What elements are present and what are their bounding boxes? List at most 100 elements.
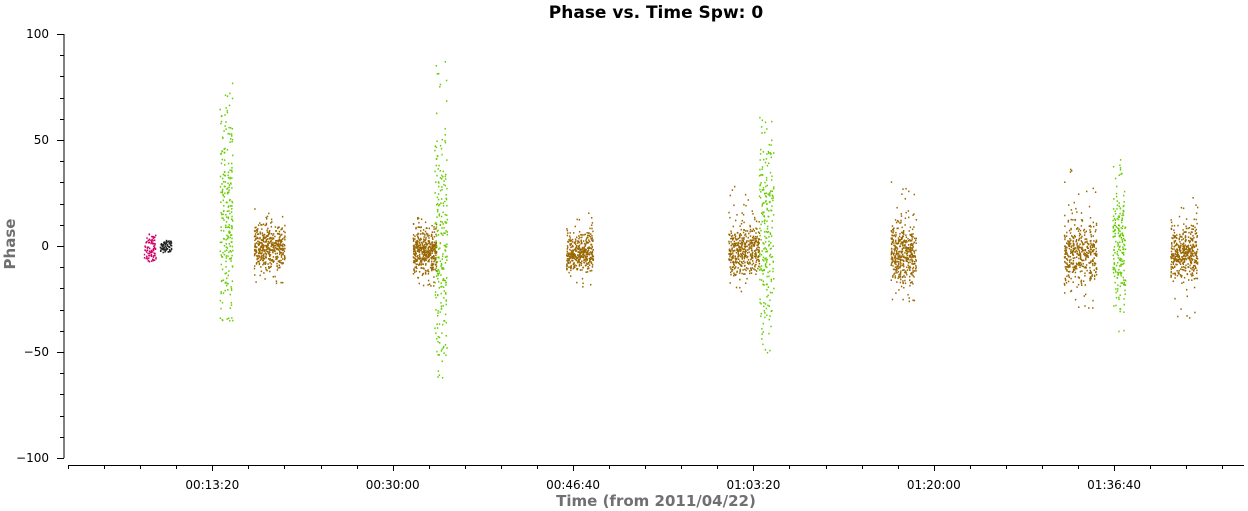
data-point — [170, 242, 173, 244]
data-point — [148, 239, 150, 242]
data-point — [759, 227, 761, 230]
data-point — [418, 282, 420, 285]
data-point — [574, 238, 577, 241]
data-point — [1073, 244, 1075, 247]
data-point — [1069, 261, 1071, 263]
data-point — [256, 228, 258, 231]
data-point — [743, 203, 745, 206]
data-point — [738, 254, 740, 257]
data-point — [220, 226, 222, 228]
data-point — [149, 250, 151, 253]
data-point — [284, 256, 286, 259]
data-point — [757, 249, 759, 251]
data-point — [911, 262, 913, 265]
data-point — [271, 249, 273, 251]
data-point — [765, 185, 767, 188]
data-point — [221, 213, 223, 216]
data-point — [272, 246, 274, 248]
data-point — [445, 293, 447, 295]
data-point — [442, 323, 444, 326]
data-point — [417, 226, 419, 228]
data-point — [578, 261, 580, 264]
data-point — [431, 224, 433, 227]
data-point — [417, 247, 419, 250]
data-point — [1117, 271, 1119, 274]
data-point — [581, 246, 584, 249]
data-point — [220, 120, 223, 123]
data-point — [417, 246, 419, 248]
data-point — [900, 219, 902, 222]
data-point — [586, 232, 588, 234]
x-tick-label: 01:36:40 — [1087, 478, 1141, 492]
data-point — [1191, 246, 1193, 248]
data-point — [574, 257, 576, 260]
data-point — [1188, 266, 1190, 269]
data-point — [1067, 255, 1070, 258]
data-point — [259, 236, 261, 239]
data-point — [735, 251, 738, 254]
data-point — [1078, 249, 1080, 252]
data-point — [1073, 201, 1075, 204]
data-point — [743, 229, 745, 231]
data-point — [734, 266, 737, 269]
data-point — [434, 252, 436, 254]
data-point — [728, 259, 731, 261]
data-point — [760, 279, 763, 281]
data-point — [757, 240, 760, 243]
data-point — [755, 232, 757, 234]
data-point — [903, 274, 905, 277]
data-point — [262, 235, 265, 237]
data-point — [1090, 235, 1093, 238]
data-point — [740, 241, 743, 243]
data-point — [728, 250, 731, 252]
data-point — [574, 254, 576, 257]
data-point — [742, 269, 744, 271]
data-point — [1066, 251, 1068, 254]
data-point — [1119, 294, 1121, 296]
data-point — [767, 304, 769, 307]
data-point — [899, 281, 902, 284]
data-point — [1173, 242, 1176, 244]
data-point — [1069, 265, 1071, 268]
data-point — [263, 249, 266, 251]
data-point — [759, 168, 761, 171]
data-point — [731, 268, 733, 271]
data-point — [1083, 259, 1085, 262]
data-point — [753, 268, 755, 270]
data-point — [763, 220, 766, 223]
data-point — [432, 250, 434, 252]
data-point — [905, 236, 908, 238]
data-point — [258, 249, 260, 252]
data-point — [896, 272, 898, 274]
data-point — [228, 191, 230, 194]
data-point — [902, 264, 905, 266]
data-point — [587, 232, 590, 234]
data-point — [227, 187, 229, 190]
data-point — [226, 109, 228, 112]
data-point — [568, 253, 570, 256]
data-point — [580, 249, 582, 251]
data-point — [737, 250, 740, 252]
data-point — [582, 266, 584, 269]
data-point — [257, 257, 260, 260]
data-point — [231, 127, 234, 130]
data-point — [426, 270, 428, 272]
data-point — [772, 260, 774, 263]
data-point — [278, 239, 281, 241]
data-point — [277, 244, 280, 247]
data-point — [430, 285, 432, 287]
data-point — [904, 276, 906, 278]
data-point — [1092, 263, 1094, 265]
data-point — [1068, 276, 1070, 279]
data-point — [1117, 284, 1119, 287]
data-point — [1182, 258, 1184, 261]
data-point — [278, 240, 280, 242]
data-point — [444, 256, 447, 258]
data-point — [231, 227, 233, 229]
data-point — [1193, 245, 1195, 248]
data-point — [734, 244, 736, 247]
data-point — [1175, 260, 1178, 263]
data-point — [910, 242, 913, 245]
data-point — [260, 266, 262, 268]
data-point — [729, 255, 731, 258]
